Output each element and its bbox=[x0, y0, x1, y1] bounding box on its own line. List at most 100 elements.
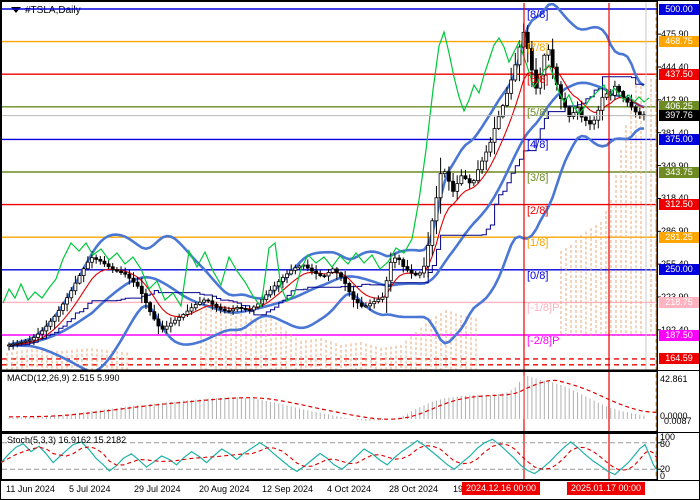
candle-body bbox=[135, 281, 140, 287]
candle-body bbox=[181, 314, 186, 318]
candle-body bbox=[534, 69, 538, 89]
candle-body bbox=[488, 141, 493, 153]
candle-body bbox=[48, 320, 53, 327]
candle-body bbox=[334, 268, 339, 274]
macd-axis-zero: 0.0000 bbox=[660, 411, 688, 421]
candle-body bbox=[621, 91, 626, 98]
candle-body bbox=[73, 282, 78, 292]
candle-body bbox=[98, 259, 103, 262]
candle-body bbox=[102, 260, 107, 265]
candle-body bbox=[293, 267, 298, 271]
price-tick-label: 412.90 bbox=[661, 94, 689, 105]
candle-body bbox=[185, 310, 190, 315]
price-badge: 164.59 bbox=[659, 353, 699, 365]
candle-body bbox=[239, 307, 244, 309]
candle-body bbox=[193, 304, 198, 309]
candle-body bbox=[264, 294, 269, 300]
candle-body bbox=[31, 337, 36, 341]
candle-body bbox=[40, 330, 45, 335]
candle-body bbox=[359, 302, 364, 307]
candle-body bbox=[588, 120, 592, 125]
candle-body bbox=[227, 310, 231, 313]
candle-body bbox=[23, 340, 28, 343]
candle-body bbox=[314, 270, 319, 274]
candle-body bbox=[144, 293, 148, 304]
murrey-level-label: [5/8] bbox=[527, 106, 549, 119]
candle-body bbox=[214, 303, 219, 308]
candle-body bbox=[305, 264, 310, 269]
candle-body bbox=[330, 268, 335, 273]
candle-body bbox=[625, 97, 630, 103]
candle-body bbox=[376, 298, 381, 302]
candle-body bbox=[380, 296, 385, 300]
candle-body bbox=[168, 322, 173, 327]
candle-body bbox=[451, 180, 455, 192]
candle-body bbox=[235, 307, 240, 310]
date-vline-badge: 2025.01.17 00:00 bbox=[567, 482, 646, 495]
candle-body bbox=[119, 270, 123, 273]
date-tick-label: 12 Sep 2024 bbox=[262, 484, 314, 494]
candle-body bbox=[247, 309, 252, 311]
murrey-level-label: [8/8] bbox=[527, 9, 549, 21]
candle-body bbox=[517, 46, 522, 66]
candle-body bbox=[231, 308, 236, 312]
price-tick-label: 318.40 bbox=[661, 193, 689, 203]
candle-body bbox=[202, 299, 206, 303]
candle-body bbox=[310, 267, 314, 272]
price-tick-label: 349.90 bbox=[661, 161, 689, 171]
candle-body bbox=[476, 169, 480, 182]
candle-body bbox=[355, 298, 360, 304]
candle-body bbox=[633, 106, 638, 113]
price-tick-label: 444.40 bbox=[661, 62, 689, 72]
candle-body bbox=[347, 283, 352, 293]
candle-body bbox=[289, 269, 294, 275]
candle-body bbox=[546, 49, 551, 56]
candle-body bbox=[11, 343, 16, 346]
candle-body bbox=[637, 111, 642, 116]
price-badge: 375.00 bbox=[659, 133, 699, 145]
murrey-level-label: [-1/8]P bbox=[527, 302, 560, 315]
candle-body bbox=[160, 325, 165, 330]
price-badge: 343.75 bbox=[659, 166, 699, 178]
candle-body bbox=[393, 257, 397, 263]
candle-body bbox=[106, 263, 111, 268]
candle-body bbox=[280, 277, 285, 282]
candle-body bbox=[251, 306, 256, 311]
candle-body bbox=[563, 98, 567, 108]
candle-body bbox=[480, 160, 485, 171]
candle-body bbox=[164, 325, 169, 330]
candle-body bbox=[417, 272, 422, 276]
candle-body bbox=[197, 301, 202, 305]
stoch-axis-80: 80 bbox=[660, 439, 671, 449]
candle-body bbox=[434, 197, 439, 222]
candle-body bbox=[19, 341, 24, 344]
candle-body bbox=[56, 309, 61, 317]
price-badge: 312.50 bbox=[659, 199, 699, 211]
candle-body bbox=[65, 297, 69, 305]
price-tick-label: 381.40 bbox=[661, 127, 689, 138]
macd-axis-overlap: 0.0087 bbox=[664, 416, 692, 426]
candle-body bbox=[496, 116, 501, 129]
candle-body bbox=[272, 285, 277, 291]
candle-body bbox=[513, 64, 518, 81]
price-badge: 187.50 bbox=[659, 329, 699, 341]
date-tick-label: 28 Oct 2024 bbox=[389, 484, 439, 494]
price-badge: 437.50 bbox=[659, 68, 699, 80]
candle-body bbox=[297, 265, 302, 269]
candle-body bbox=[52, 315, 57, 322]
candle-body bbox=[500, 105, 505, 118]
candle-body bbox=[405, 266, 410, 271]
candle-body bbox=[173, 319, 177, 324]
symbol-dropdown-icon[interactable] bbox=[11, 7, 21, 13]
candle-body bbox=[401, 259, 406, 267]
candle-body bbox=[218, 307, 223, 310]
candle-body bbox=[268, 289, 273, 296]
candle-body bbox=[438, 173, 443, 199]
price-badge: 250.00 bbox=[659, 264, 699, 276]
candle-body bbox=[127, 273, 132, 279]
price-tick-label: 475.90 bbox=[661, 29, 689, 40]
stoch-k-line bbox=[1, 438, 658, 476]
main-frame bbox=[1, 1, 658, 371]
candle-body bbox=[222, 308, 227, 312]
